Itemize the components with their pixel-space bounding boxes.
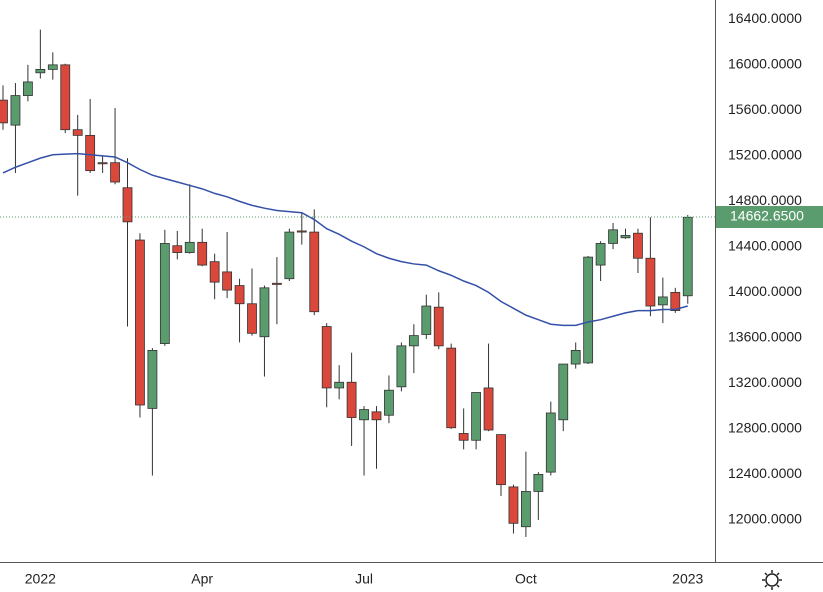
candle-body	[47, 64, 58, 70]
candle-body	[259, 287, 270, 338]
y-tick-label: 16000.0000	[728, 56, 802, 72]
candle-body	[595, 243, 606, 266]
candle-body	[458, 433, 469, 441]
settings-icon[interactable]	[762, 570, 782, 590]
y-tick-label: 14000.0000	[728, 283, 802, 299]
candle-body	[408, 335, 419, 347]
x-tick-label: 2023	[672, 571, 703, 587]
candle-body	[97, 162, 108, 165]
candle-body	[147, 349, 158, 409]
candle-body	[122, 187, 133, 223]
candle-body	[247, 303, 257, 334]
y-tick-label: 16400.0000	[728, 10, 802, 26]
candle-body	[396, 345, 407, 388]
candle-body	[321, 326, 332, 389]
candle-body	[533, 474, 544, 492]
candle-body	[284, 231, 295, 280]
candle-body	[421, 305, 432, 335]
candle-body	[384, 389, 394, 416]
candle-body	[172, 245, 183, 253]
candle-body	[483, 387, 494, 431]
candle-body	[234, 285, 245, 305]
y-tick-label: 13600.0000	[728, 329, 802, 345]
candle-body	[471, 392, 482, 441]
y-tick-label: 12400.0000	[728, 465, 802, 481]
candle-body	[72, 129, 83, 136]
candle-body	[334, 381, 345, 389]
candle-body	[60, 64, 71, 131]
candle-body	[10, 95, 21, 126]
candle-body	[521, 491, 531, 528]
x-tick-label: Apr	[191, 571, 213, 587]
y-tick-label: 14800.0000	[728, 192, 802, 208]
candle-body	[197, 241, 208, 266]
x-tick-label: Oct	[515, 571, 537, 587]
y-tick-label: 14400.0000	[728, 238, 802, 254]
candle-body	[608, 229, 618, 244]
candle-body	[446, 347, 457, 429]
candle-body	[682, 216, 693, 297]
candle-body	[657, 296, 668, 306]
candle-body	[35, 68, 46, 74]
candle-body	[583, 256, 594, 364]
candle-body	[545, 412, 556, 473]
candle-body	[222, 271, 233, 291]
candle-body	[670, 291, 681, 311]
y-tick-label: 12000.0000	[728, 511, 802, 527]
candle-body	[496, 434, 506, 486]
candle-body	[309, 231, 320, 313]
y-tick-label: 15600.0000	[728, 101, 802, 117]
candle-body	[371, 411, 382, 421]
candle-body	[135, 239, 145, 406]
candle-body	[558, 363, 569, 421]
candle-body	[110, 162, 120, 183]
candle-body	[620, 235, 631, 239]
candle-body	[433, 306, 444, 347]
x-tick-label: 2022	[25, 571, 56, 587]
y-tick-label: 15200.0000	[728, 147, 802, 163]
moving-average-line	[2, 152, 688, 327]
price-label-box	[716, 205, 823, 228]
candle-body	[159, 243, 170, 344]
candle-body	[633, 232, 643, 259]
candle-body	[508, 486, 519, 524]
candle-body	[359, 409, 369, 421]
candle-body	[570, 349, 581, 365]
candle-body	[645, 257, 656, 307]
candle-body	[0, 99, 8, 124]
y-tick-label: 13200.0000	[728, 374, 802, 390]
candle-body	[296, 230, 307, 233]
x-tick-label: Jul	[355, 571, 373, 587]
candle-body	[85, 134, 96, 172]
candle-body	[209, 261, 220, 283]
y-tick-label: 12800.0000	[728, 420, 802, 436]
price-label: 14662.6500	[730, 208, 804, 224]
candle-body	[22, 81, 33, 96]
candle-body	[271, 282, 282, 285]
candle-body	[184, 241, 195, 253]
candle-body	[346, 381, 357, 418]
